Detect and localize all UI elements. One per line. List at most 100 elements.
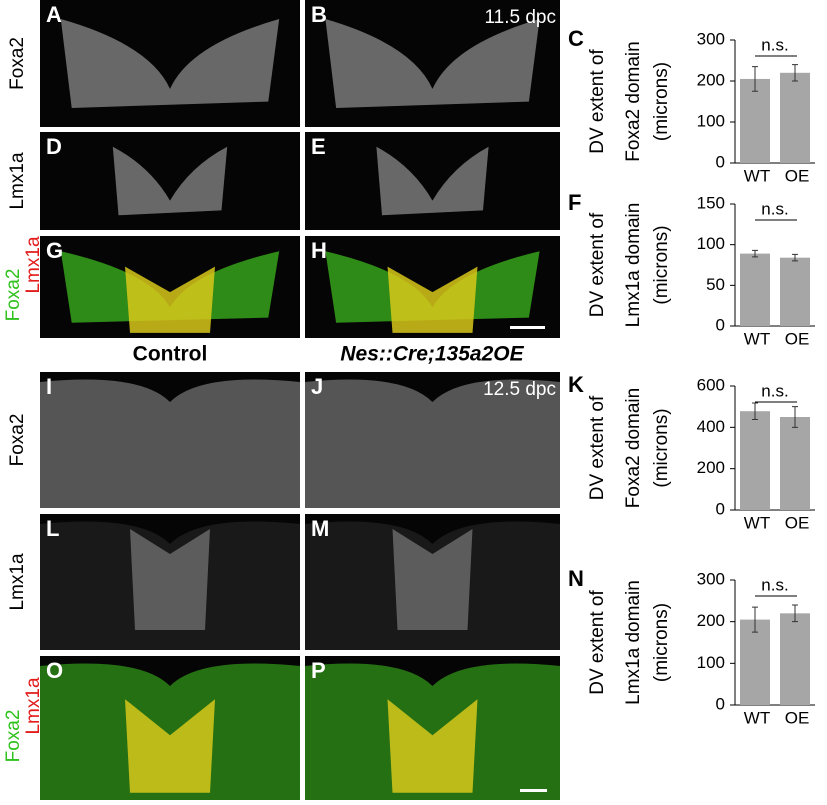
y-tick-label: 200 (697, 70, 725, 89)
panel-label: J (311, 374, 323, 399)
bar (740, 78, 770, 163)
scale-bar (520, 789, 547, 792)
overlap (125, 699, 215, 793)
y-tick-label: 300 (697, 569, 725, 588)
tissue (305, 379, 560, 508)
annotation: n.s. (761, 381, 788, 400)
annotation: n.s. (761, 575, 788, 594)
y-tick-label: 300 (697, 29, 725, 48)
bar (780, 613, 810, 705)
row-label: Lmx1a (7, 152, 28, 209)
overlap (125, 266, 215, 333)
tissue (392, 529, 473, 630)
error-bar (792, 604, 798, 623)
y-tick-label: 0 (716, 694, 725, 713)
x-tick-label: OE (785, 329, 810, 348)
tissue (376, 146, 489, 216)
y-tick-label: 200 (697, 458, 725, 477)
tissue (60, 251, 280, 323)
panel-label: E (311, 134, 326, 159)
tissue (325, 251, 540, 323)
panel-label: O (46, 658, 63, 683)
panel-label: K (568, 372, 584, 397)
panel-label: B (311, 2, 327, 27)
tissue (60, 19, 280, 108)
y-tick-label: 0 (716, 499, 725, 518)
y-tick-label: 0 (716, 152, 725, 171)
y-tick-label: 100 (697, 111, 725, 130)
y-tick-label: 100 (697, 234, 725, 253)
row-label: Foxa2 (3, 269, 24, 322)
scale-bar (510, 326, 545, 329)
tissue (305, 663, 560, 800)
panel-label: N (568, 566, 584, 591)
micrograph (305, 132, 560, 230)
y-axis-label: (microns) (651, 603, 672, 682)
y-axis-label: (microns) (651, 408, 672, 487)
y-axis-label: DV extent of (587, 212, 608, 317)
row-label: Foxa2 (3, 710, 24, 763)
error-bar (752, 402, 758, 420)
y-tick-label: 0 (716, 315, 725, 334)
bar (780, 257, 810, 326)
y-axis-label: Lmx1a domain (623, 580, 644, 705)
panel-label: H (311, 238, 327, 263)
bar (740, 253, 770, 326)
panel-label: A (46, 2, 62, 27)
y-axis-label: Lmx1a domain (623, 203, 644, 328)
y-axis-label: DV extent of (587, 395, 608, 500)
panel-label: L (46, 516, 59, 541)
micrograph (40, 132, 300, 230)
row-label: Foxa2 (7, 414, 28, 467)
tissue (130, 529, 210, 630)
tissue (40, 663, 300, 800)
column-header: Nes::Cre;135a2OE (340, 343, 524, 366)
error-bar (792, 406, 798, 428)
x-tick-label: WT (744, 166, 770, 185)
stage-label: 11.5 dpc (485, 7, 556, 28)
y-tick-label: 150 (697, 193, 725, 212)
error-bar (752, 606, 758, 633)
annotation: n.s. (761, 199, 788, 218)
overlap (387, 266, 478, 333)
x-tick-label: WT (744, 513, 770, 532)
tissue (112, 146, 228, 216)
tissue (325, 19, 540, 108)
panel-label: I (46, 374, 52, 399)
row-label: Lmx1a (23, 236, 44, 293)
bar (780, 72, 810, 163)
error-bar (752, 66, 758, 92)
y-tick-label: 400 (697, 417, 725, 436)
error-bar (752, 249, 758, 258)
annotation: n.s. (761, 35, 788, 54)
panel-label: G (46, 238, 63, 263)
y-axis-label: Foxa2 domain (623, 388, 644, 508)
y-axis-label: Foxa2 domain (623, 41, 644, 161)
panel-label: M (311, 516, 329, 541)
y-axis-label: (microns) (651, 62, 672, 141)
error-bar (792, 64, 798, 82)
panel-label: F (568, 190, 581, 215)
stage-label: 12.5 dpc (483, 379, 556, 400)
panel-label: D (46, 134, 62, 159)
x-tick-label: WT (744, 329, 770, 348)
bar (780, 417, 810, 510)
y-tick-label: 200 (697, 611, 725, 630)
tissue (40, 379, 300, 508)
y-tick-label: 600 (697, 375, 725, 394)
y-axis-label: (microns) (651, 225, 672, 304)
bar (740, 619, 770, 705)
y-axis-label: DV extent of (587, 590, 608, 695)
y-axis-label: DV extent of (587, 49, 608, 154)
y-tick-label: 100 (697, 653, 725, 672)
row-label: Lmx1a (23, 677, 44, 734)
y-tick-label: 50 (706, 275, 725, 294)
column-header: Control (133, 343, 208, 366)
overlap (387, 699, 478, 793)
panel-label: C (568, 26, 584, 51)
row-label: Lmx1a (7, 553, 28, 610)
x-tick-label: OE (785, 708, 810, 727)
panel-label: P (311, 658, 326, 683)
error-bar (792, 253, 798, 262)
